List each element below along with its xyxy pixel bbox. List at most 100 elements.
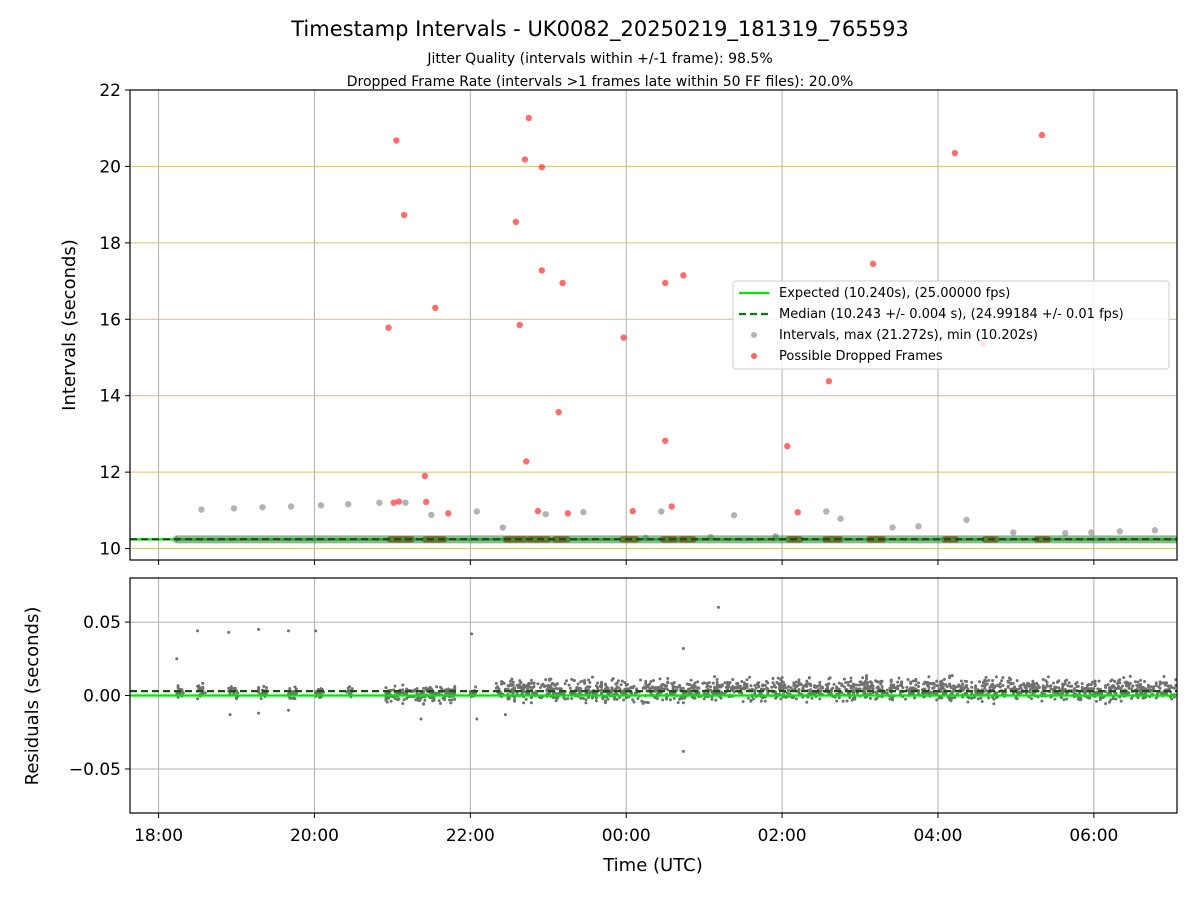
residual-point bbox=[286, 629, 290, 633]
y-tick-label: −0.05 bbox=[69, 760, 121, 780]
residual-point bbox=[639, 678, 643, 682]
residual-point bbox=[405, 687, 409, 691]
residual-point bbox=[570, 697, 574, 701]
intervals-y-axis-label: Intervals (seconds) bbox=[59, 239, 80, 411]
legend-box bbox=[732, 280, 1170, 370]
residual-point bbox=[523, 685, 527, 689]
residual-point bbox=[759, 687, 763, 691]
residual-point bbox=[548, 691, 552, 695]
residual-point bbox=[523, 690, 527, 694]
residual-point bbox=[1075, 685, 1079, 689]
residual-point bbox=[983, 686, 987, 690]
residual-point bbox=[533, 692, 537, 696]
legend-expected-label: Expected (10.240s), (25.00000 fps) bbox=[779, 286, 1010, 301]
residual-point bbox=[536, 682, 540, 686]
residual-point bbox=[1167, 687, 1171, 691]
residual-point bbox=[994, 696, 998, 700]
residual-point bbox=[228, 713, 232, 717]
residual-point bbox=[1163, 681, 1167, 685]
residual-point bbox=[1120, 684, 1124, 688]
residual-point bbox=[235, 697, 239, 701]
residual-point bbox=[345, 690, 349, 694]
residual-point bbox=[832, 682, 836, 686]
residual-point bbox=[1162, 674, 1166, 678]
residuals-y-axis-label: Residuals (seconds) bbox=[22, 607, 43, 786]
residual-point bbox=[385, 700, 389, 704]
residual-point bbox=[706, 691, 710, 695]
residual-point bbox=[845, 699, 849, 703]
residual-point bbox=[1080, 682, 1084, 686]
residual-point bbox=[424, 686, 428, 690]
residual-point bbox=[905, 685, 909, 689]
residual-point bbox=[293, 685, 297, 689]
residual-point bbox=[1061, 686, 1065, 690]
dropped-frame-point bbox=[784, 442, 791, 450]
residual-point bbox=[294, 691, 298, 695]
residual-point bbox=[840, 684, 844, 688]
residual-point bbox=[640, 699, 644, 703]
residual-point bbox=[970, 680, 974, 684]
legend-dropped-label: Possible Dropped Frames bbox=[779, 349, 943, 364]
residual-point bbox=[594, 684, 598, 688]
residual-point bbox=[442, 698, 446, 702]
residual-point bbox=[522, 701, 526, 705]
residual-point bbox=[1009, 681, 1013, 685]
residual-point bbox=[754, 686, 758, 690]
residual-point bbox=[509, 683, 513, 687]
residual-point bbox=[1166, 684, 1170, 688]
residual-point bbox=[201, 681, 205, 685]
residual-point bbox=[981, 680, 985, 684]
residual-point bbox=[471, 691, 475, 695]
residual-point bbox=[453, 697, 457, 701]
residual-point bbox=[319, 687, 323, 691]
residual-point bbox=[1110, 685, 1114, 689]
residual-point bbox=[961, 683, 965, 687]
residual-point bbox=[542, 684, 546, 688]
residual-point bbox=[662, 687, 666, 691]
residuals-panel: −0.05 0.00 0.05 18:00 20:00 22:00 00:00 02:00 0… bbox=[22, 577, 1178, 876]
residual-point bbox=[835, 699, 839, 703]
residual-point bbox=[290, 691, 294, 695]
residual-point bbox=[865, 674, 869, 678]
chart-subtitle-jitter: Jitter Quality (intervals within +/-1 fr… bbox=[426, 51, 772, 67]
residual-point bbox=[664, 697, 668, 701]
residual-point bbox=[646, 685, 650, 689]
residual-point bbox=[778, 683, 782, 687]
residual-point bbox=[789, 686, 793, 690]
residual-point bbox=[1062, 683, 1066, 687]
residual-point bbox=[742, 681, 746, 685]
residual-point bbox=[914, 687, 918, 691]
residual-point bbox=[389, 699, 393, 703]
residual-point bbox=[567, 683, 571, 687]
residual-point bbox=[384, 686, 388, 690]
residual-point bbox=[620, 679, 624, 683]
dropped-frame-point bbox=[794, 509, 801, 516]
residual-point bbox=[923, 687, 927, 691]
residual-point bbox=[1040, 699, 1044, 703]
interval-point bbox=[230, 505, 238, 512]
residual-point bbox=[622, 698, 626, 702]
residual-point bbox=[579, 680, 583, 684]
residual-point bbox=[236, 691, 240, 695]
y-tick-label: 10 bbox=[99, 540, 121, 560]
residual-point bbox=[262, 684, 266, 688]
residual-point bbox=[702, 681, 706, 685]
residual-point bbox=[572, 679, 576, 683]
residual-point bbox=[614, 687, 618, 691]
residual-point bbox=[713, 686, 717, 690]
residual-point bbox=[672, 696, 676, 700]
residual-point bbox=[564, 679, 568, 683]
x-tick-label: 00:00 bbox=[602, 826, 651, 846]
dropped-frame-point bbox=[1038, 131, 1046, 139]
residual-point bbox=[1127, 686, 1131, 690]
residual-point bbox=[891, 698, 895, 702]
residual-point bbox=[681, 701, 685, 705]
residual-point bbox=[818, 697, 822, 701]
dropped-frame-point bbox=[661, 279, 669, 287]
residual-point bbox=[581, 696, 585, 700]
residual-point bbox=[911, 679, 915, 683]
residual-point bbox=[555, 682, 559, 686]
residual-point bbox=[1026, 681, 1030, 685]
residual-point bbox=[624, 696, 628, 700]
residual-point bbox=[546, 685, 550, 689]
